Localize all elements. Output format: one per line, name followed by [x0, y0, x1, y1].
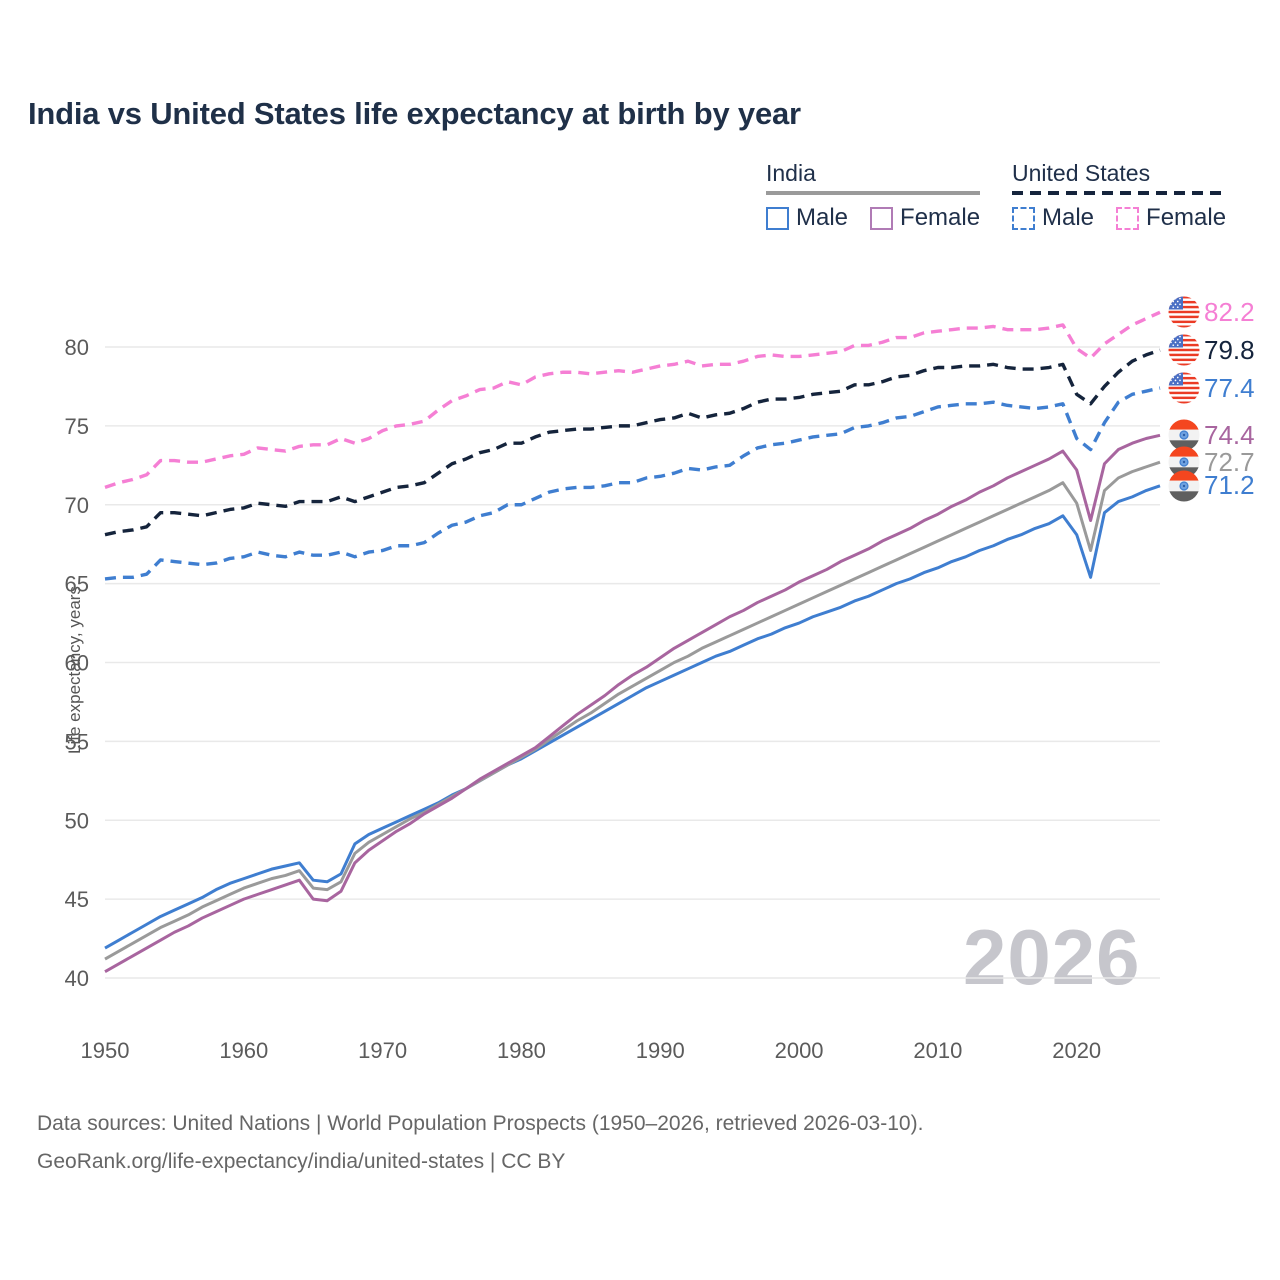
us-flag-icon	[1168, 296, 1200, 328]
series-line	[104, 348, 1161, 537]
series-line	[104, 386, 1161, 581]
y-tick-label: 65	[65, 572, 89, 597]
india-flag-icon	[1168, 419, 1200, 451]
legend-swatch-india-female	[870, 206, 894, 230]
y-tick-label: 60	[65, 651, 89, 676]
x-tick-label: 1950	[81, 1038, 130, 1063]
y-tick-label: 80	[65, 335, 89, 360]
series-line	[104, 433, 1161, 973]
series-end-value: 72.7	[1204, 446, 1255, 477]
legend-item-us-male[interactable]: Male	[1012, 204, 1094, 232]
x-tick-label: 1960	[219, 1038, 268, 1063]
series-line	[104, 310, 1161, 490]
x-tick-label: 1970	[358, 1038, 407, 1063]
y-tick-label: 45	[65, 887, 89, 912]
x-tick-label: 2000	[775, 1038, 824, 1063]
series-end-value: 82.2	[1204, 296, 1255, 327]
x-tick-label: 2020	[1052, 1038, 1101, 1063]
series-end-label: 71.2	[1168, 469, 1255, 503]
legend-label-india-male: Male	[796, 204, 849, 231]
chart-footer: Data sources: United Nations | World Pop…	[37, 1105, 923, 1181]
footer-line-attribution[interactable]: GeoRank.org/life-expectancy/india/united…	[37, 1150, 566, 1173]
y-tick-label: 55	[65, 729, 89, 754]
legend-item-india-female[interactable]: Female	[870, 204, 980, 232]
series-end-labels: 82.2 79.8 77.4 74.4 72.7 71.2	[1160, 0, 1280, 1280]
legend-label-us-male: Male	[1042, 204, 1095, 231]
x-tick-label: 1980	[497, 1038, 546, 1063]
legend-item-india-male[interactable]: Male	[766, 204, 848, 232]
legend-group-united-states: United States Male Female	[1012, 160, 1227, 232]
x-tick-label: 2010	[913, 1038, 962, 1063]
y-tick-label: 40	[65, 966, 89, 991]
india-flag-icon	[1168, 470, 1200, 502]
series-end-value: 77.4	[1204, 372, 1255, 403]
series-end-label: 74.4	[1168, 418, 1255, 452]
footer-line-sources: Data sources: United Nations | World Pop…	[37, 1112, 924, 1135]
chart-legend: India Male Female United States Male	[760, 160, 1256, 240]
legend-label-india-female: Female	[900, 204, 981, 231]
series-end-label: 77.4	[1168, 371, 1255, 405]
y-tick-label: 70	[65, 493, 89, 518]
series-end-value: 71.2	[1204, 470, 1255, 501]
legend-group-india: India Male Female	[766, 160, 981, 232]
legend-swatch-us-male	[1012, 206, 1035, 230]
legend-swatch-us-female	[1116, 206, 1140, 230]
us-flag-icon	[1168, 334, 1200, 366]
series-end-label: 79.8	[1168, 333, 1255, 367]
y-tick-label: 50	[65, 808, 89, 833]
page-title: India vs United States life expectancy a…	[28, 96, 801, 131]
legend-group-united-states-title: United States	[1012, 160, 1151, 186]
legend-rule-india	[766, 191, 981, 195]
legend-rule-united-states	[1012, 191, 1227, 195]
legend-item-us-female[interactable]: Female	[1116, 204, 1226, 232]
x-tick-label: 1990	[636, 1038, 685, 1063]
us-flag-icon	[1168, 372, 1200, 404]
legend-group-india-title: India	[766, 160, 816, 186]
legend-swatch-india-male	[766, 206, 789, 230]
year-watermark: 2026	[963, 913, 1141, 1001]
series-line	[104, 460, 1161, 961]
series-end-value: 79.8	[1204, 334, 1255, 365]
legend-label-us-female: Female	[1146, 204, 1227, 231]
series-end-value: 74.4	[1204, 419, 1255, 450]
y-tick-label: 75	[65, 414, 89, 439]
series-line	[104, 484, 1161, 950]
series-end-label: 82.2	[1168, 295, 1255, 329]
